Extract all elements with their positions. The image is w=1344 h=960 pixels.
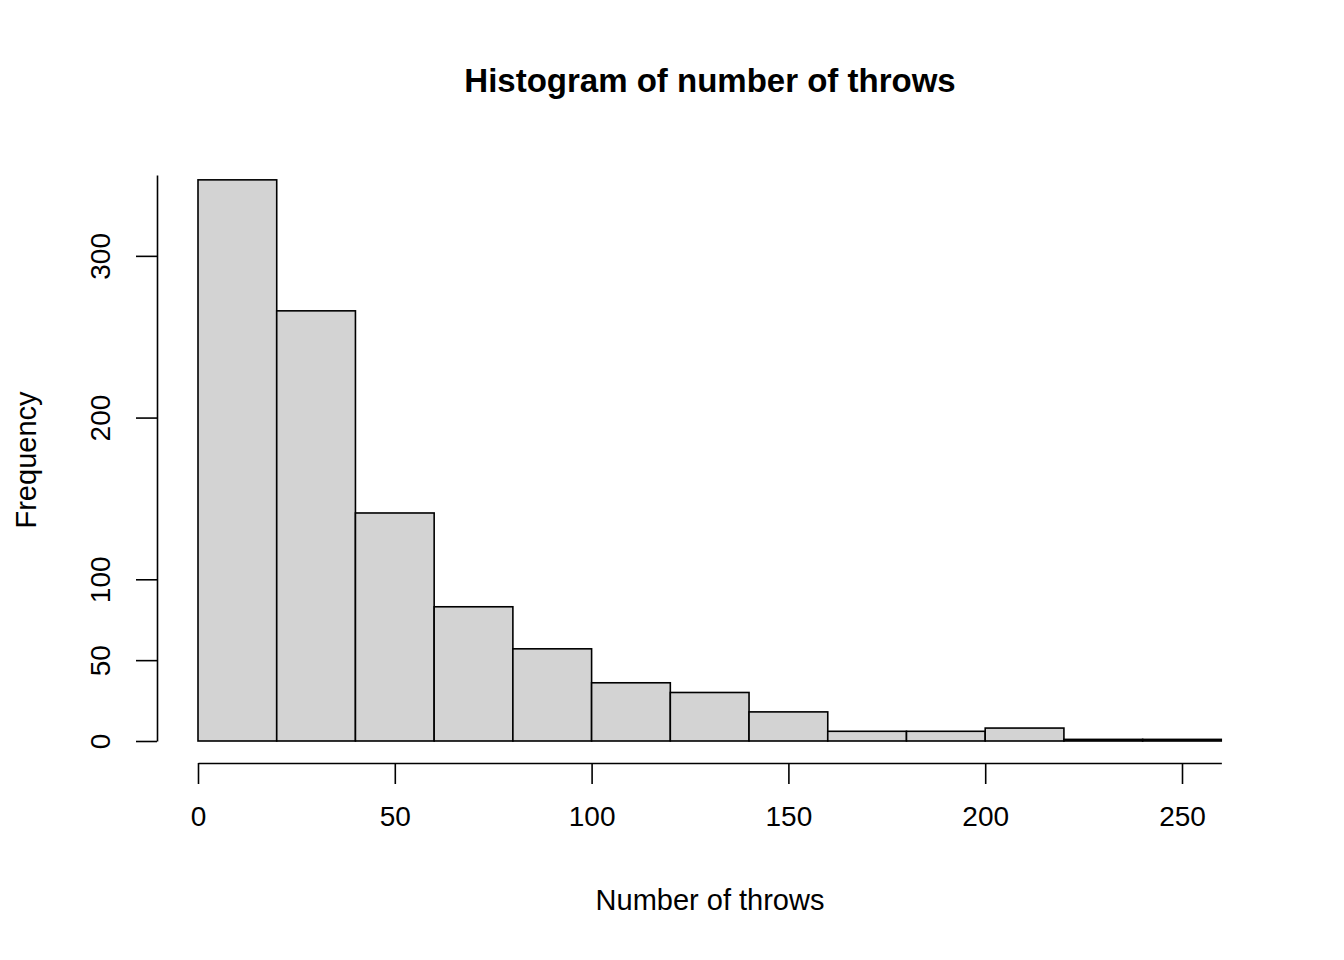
bar bbox=[906, 731, 985, 741]
bar bbox=[434, 607, 513, 741]
bar bbox=[828, 731, 907, 741]
tick: 300 bbox=[85, 233, 157, 280]
tick-label: 300 bbox=[85, 233, 116, 280]
tick: 100 bbox=[569, 763, 616, 832]
bar bbox=[1143, 739, 1222, 741]
tick-label: 0 bbox=[191, 801, 207, 832]
tick-mark bbox=[198, 763, 200, 784]
tick-label: 50 bbox=[380, 801, 411, 832]
chart: Histogram of number of throws 0 50 100 150 20… bbox=[0, 0, 1344, 960]
y-axis-title: Frequency bbox=[10, 391, 42, 529]
tick-mark bbox=[591, 763, 593, 784]
tick: 250 bbox=[1159, 763, 1206, 832]
axis-line bbox=[157, 176, 159, 742]
tick-mark bbox=[788, 763, 790, 784]
tick: 0 bbox=[85, 734, 157, 750]
tick: 0 bbox=[191, 763, 207, 832]
bar bbox=[670, 692, 749, 741]
x-axis: 0 50 100 150 200 250 bbox=[191, 763, 1222, 832]
bar bbox=[749, 712, 828, 741]
bar bbox=[355, 513, 434, 741]
tick-mark bbox=[136, 579, 157, 581]
tick: 200 bbox=[85, 395, 157, 442]
axis-line bbox=[199, 763, 1222, 765]
tick: 50 bbox=[380, 763, 411, 832]
tick-label: 250 bbox=[1159, 801, 1206, 832]
tick-mark bbox=[136, 660, 157, 662]
tick-label: 150 bbox=[766, 801, 813, 832]
tick-mark bbox=[136, 417, 157, 419]
bars bbox=[198, 180, 1221, 741]
bar bbox=[1064, 739, 1143, 741]
tick: 150 bbox=[766, 763, 813, 832]
tick-mark bbox=[136, 741, 157, 743]
tick-label: 0 bbox=[85, 734, 116, 750]
tick-label: 100 bbox=[85, 556, 116, 603]
tick-label: 200 bbox=[962, 801, 1009, 832]
tick-mark bbox=[1182, 763, 1184, 784]
bar bbox=[985, 728, 1064, 741]
title: Histogram of number of throws bbox=[464, 62, 955, 99]
tick-label: 200 bbox=[85, 395, 116, 442]
bar bbox=[277, 311, 356, 741]
y-axis: 0 50 100 200 300 bbox=[85, 176, 158, 750]
bar bbox=[513, 649, 592, 741]
tick-mark bbox=[394, 763, 396, 784]
tick-label: 50 bbox=[85, 645, 116, 676]
x-axis-title: Number of throws bbox=[596, 884, 825, 916]
tick-mark bbox=[136, 256, 157, 258]
bar bbox=[592, 683, 671, 741]
tick-mark bbox=[985, 763, 987, 784]
bar bbox=[198, 180, 277, 741]
tick: 100 bbox=[85, 556, 157, 603]
tick: 200 bbox=[962, 763, 1009, 832]
tick-label: 100 bbox=[569, 801, 616, 832]
tick: 50 bbox=[85, 645, 157, 676]
